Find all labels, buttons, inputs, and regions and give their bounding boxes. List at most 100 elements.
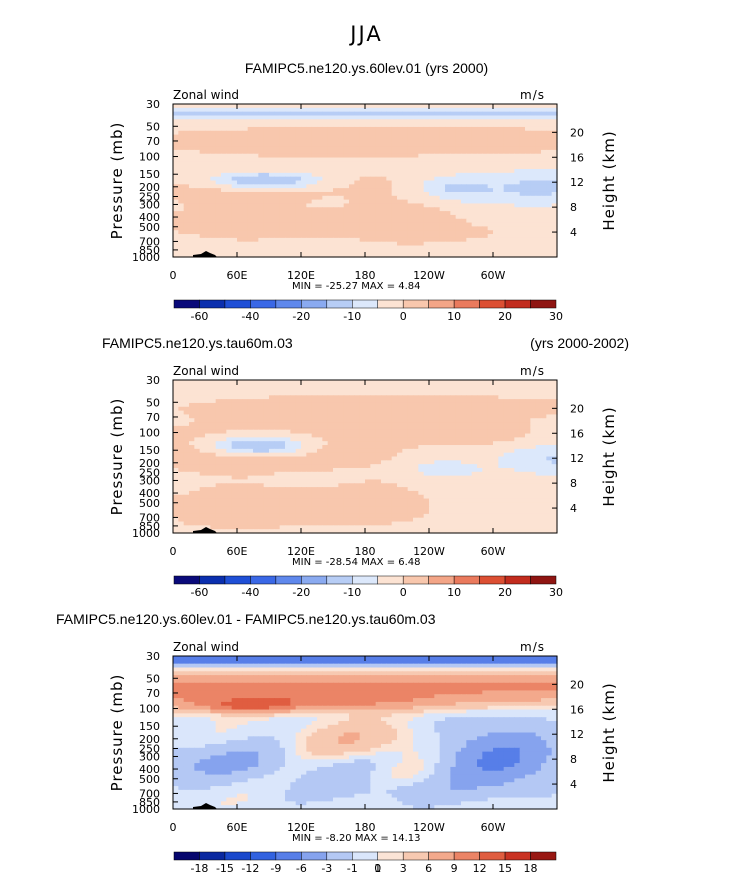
panel-2-contour-cell [397, 467, 403, 473]
panel-1-contour-cell [423, 130, 430, 136]
panel-1-contour-cell [482, 115, 489, 120]
panel-1-contour-cell [237, 176, 243, 182]
panel-2-contour-cell [397, 479, 403, 484]
panel-1-contour-cell [519, 203, 526, 208]
panel-1-contour-cell [509, 115, 515, 120]
panel-2-contour-cell [509, 441, 515, 446]
panel-2-contour-cell [295, 471, 302, 477]
panel-1-contour-cell [418, 172, 425, 178]
panel-1-pressure-tick-label: 150 [139, 168, 160, 181]
panel-2-contour-cell [173, 395, 179, 400]
panel-2-contour-cell [263, 425, 270, 431]
panel-2-contour-cell [370, 464, 377, 469]
panel-2-contour-cell [413, 414, 419, 419]
panel-1-contour-cell [413, 165, 419, 170]
panel-2-contour-cell [322, 456, 329, 461]
panel-1-contour-cell [322, 203, 329, 208]
panel-2-contour-cell [450, 383, 457, 389]
panel-2-contour-cell [471, 387, 478, 393]
panel-1-contour-cell [237, 249, 243, 254]
panel-1-contour-cell [530, 126, 537, 132]
panel-1-contour-cell [482, 211, 489, 216]
panel-2-contour-cell [189, 422, 195, 427]
panel-1-contour-cell [530, 153, 537, 159]
panel-2-contour-cell [189, 380, 195, 385]
panel-2-contour-cell [258, 429, 265, 435]
panel-1-height-tick-label: 12 [570, 176, 584, 189]
panel-1-contour-cell [322, 199, 329, 205]
panel-2-contour-cell [530, 448, 537, 454]
panel-2-contour-cell [530, 464, 537, 469]
panel-1-contour-cell [215, 146, 222, 151]
panel-2-contour-cell [365, 483, 371, 488]
panel-1-contour-cell [445, 230, 451, 235]
panel-2-contour-cell [525, 475, 531, 481]
panel-1-contour-cell [530, 176, 537, 182]
panel-1-contour-cell [418, 184, 425, 189]
panel-1-contour-cell [354, 211, 361, 216]
panel-1-contour-cell [498, 153, 505, 159]
panel-1-contour-cell [178, 176, 185, 182]
panel-1-contour-cell [311, 207, 318, 212]
panel-2-contour-cell [226, 456, 233, 461]
panel-1-contour-cell [498, 115, 505, 120]
panel-2-contour-cell [290, 422, 297, 427]
panel-2-contour-cell [381, 402, 387, 408]
panel-1-contour-cell [530, 161, 537, 166]
panel-1-contour-cell [407, 149, 414, 155]
panel-1-contour-cell [535, 241, 542, 247]
panel-2-contour-cell [253, 483, 259, 488]
panel-1-contour-cell [242, 138, 249, 143]
panel-2-contour-cell [541, 464, 547, 469]
panel-2-contour-cell [221, 456, 227, 461]
panel-2-contour-cell [215, 410, 222, 416]
panel-1-contour-cell [551, 184, 558, 189]
panel-1-contour-cell [338, 172, 345, 178]
panel-2-contour-cell [349, 433, 355, 438]
panel-1-contour-cell [535, 188, 542, 193]
panel-1-contour-cell [466, 234, 473, 239]
panel-1-contour-cell [386, 180, 393, 185]
panel-1-contour-cell [189, 253, 195, 258]
panel-1-contour-cell [487, 237, 494, 243]
panel-1-contour-cell [413, 142, 419, 147]
panel-1-contour-cell [365, 188, 371, 193]
panel-2-contour-cell [226, 395, 233, 400]
panel-1-contour-cell [423, 230, 430, 235]
panel-1-contour-cell [263, 245, 270, 250]
panel-2-contour-cell [327, 456, 334, 461]
panel-2-contour-cell [402, 464, 409, 469]
panel-1-contour-cell [242, 180, 249, 185]
panel-1-contour-cell [343, 214, 350, 220]
panel-2-contour-cell [189, 441, 195, 446]
panel-1-contour-cell [439, 149, 446, 155]
panel-1-contour-cell [471, 249, 478, 254]
panel-2-contour-cell [359, 464, 366, 469]
panel-2-contour-cell [231, 425, 238, 431]
panel-1-contour-cell [477, 214, 483, 220]
panel-2-contour-cell [503, 406, 510, 412]
panel-2-contour-cell [551, 437, 558, 442]
panel-2-contour-cell [279, 429, 286, 435]
panel-1-contour-cell [519, 123, 526, 128]
panel-1-contour-cell [450, 172, 457, 178]
panel-1-contour-cell [477, 161, 483, 166]
panel-1-contour-cell [450, 149, 457, 155]
panel-1-contour-cell [375, 188, 382, 193]
panel-2-contour-cell [274, 414, 281, 419]
panel-1-contour-cell [253, 249, 259, 254]
panel-1-contour-cell [263, 130, 270, 136]
panel-2-contour-cell [525, 418, 531, 423]
panel-1-contour-cell [242, 142, 249, 147]
panel-2-contour-cell [199, 387, 206, 393]
panel-2-contour-cell [482, 402, 489, 408]
panel-1-contour-cell [322, 180, 329, 185]
panel-2-contour-cell [391, 464, 398, 469]
panel-2-contour-cell [461, 464, 467, 469]
panel-2-contour-cell [311, 483, 318, 488]
panel-2-contour-cell [386, 475, 393, 481]
panel-2-contour-cell [514, 387, 521, 393]
panel-1-contour-cell [253, 119, 259, 124]
panel-2-contour-cell [551, 391, 558, 396]
panel-2-contour-cell [402, 448, 409, 454]
